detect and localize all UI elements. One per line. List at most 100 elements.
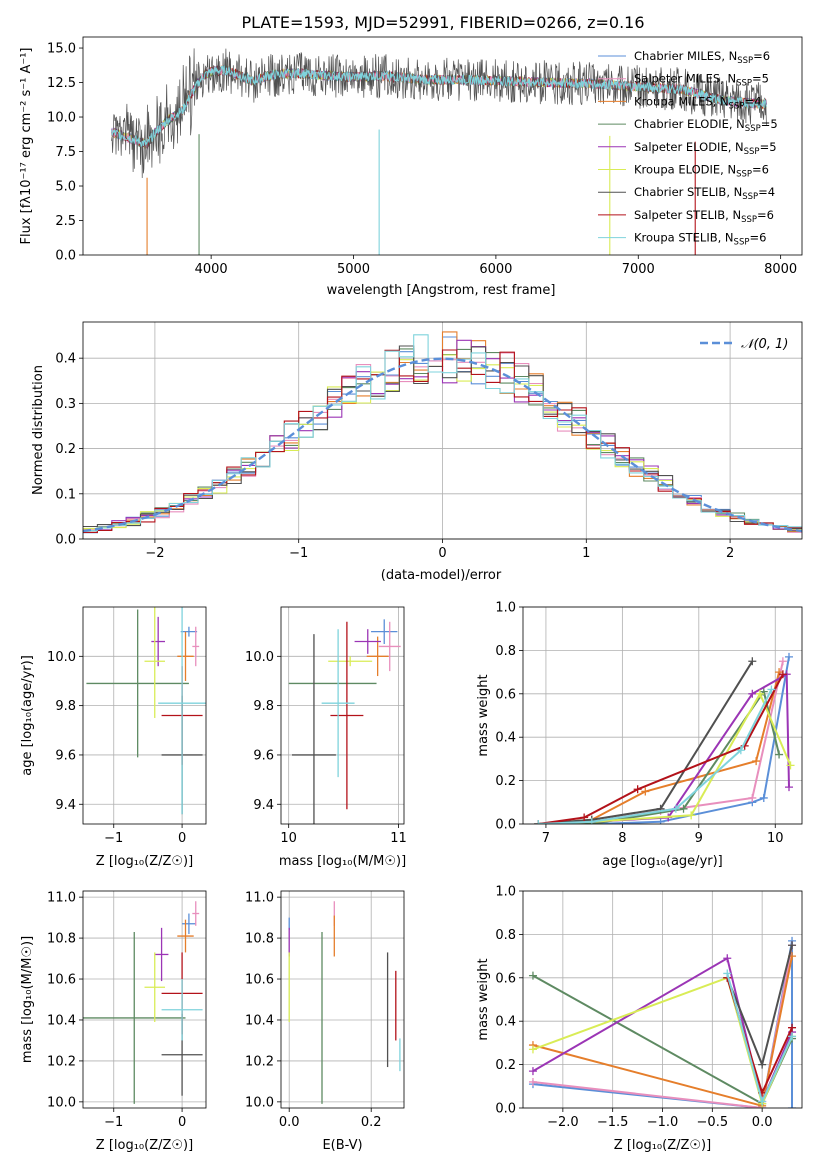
axes-frame	[280, 606, 405, 825]
legend-subscript: SSP	[729, 101, 745, 111]
plot-area-mass_vs_Z	[83, 901, 203, 1104]
legend-value: =5	[752, 72, 769, 86]
histogram-step	[83, 334, 802, 532]
weight-marker	[580, 813, 589, 822]
plot-area-age_vs_mass	[288, 619, 401, 824]
legend-value: =6	[749, 231, 766, 245]
y-tick-label: 10.0	[245, 650, 274, 665]
weight-line	[538, 656, 790, 824]
y-tick-label: 0.3	[55, 397, 76, 412]
axes-frame	[522, 890, 803, 1109]
x-tick-label: 9	[695, 831, 703, 846]
plot-area-mass_weight_vs_age	[534, 652, 795, 824]
y-tick-label: 0.0	[495, 818, 516, 833]
weight-marker	[752, 757, 761, 766]
y-tick-label: 9.6	[253, 748, 274, 763]
weight-marker	[788, 1104, 797, 1108]
y-tick-label: 10.4	[47, 1013, 76, 1028]
legend-value: =6	[752, 163, 769, 177]
y-tick-label: 0.2	[495, 774, 516, 789]
weight-marker	[767, 685, 776, 694]
x-tick-label: 0.0	[279, 1115, 300, 1130]
x-axis-label: wavelength [Angstrom, rest frame]	[327, 283, 556, 298]
plot-area-residual_histogram	[83, 331, 802, 534]
x-axis-label: Z [log₁₀(Z/Z☉)]	[96, 854, 193, 869]
x-axis-label: (data-model)/error	[381, 568, 502, 583]
y-tick-label: 0.6	[495, 687, 516, 702]
y-tick-label: 11.0	[47, 891, 76, 906]
weight-line	[538, 673, 784, 824]
y-tick-label: 0.1	[55, 487, 76, 502]
y-tick-label: 11.0	[245, 891, 274, 906]
x-tick-label: 5000	[337, 262, 370, 277]
y-tick-label: 7.5	[55, 145, 76, 160]
legend-subscript: SSP	[745, 124, 761, 134]
weight-marker	[788, 1023, 797, 1032]
plot-area-mass_weight_vs_Z	[528, 936, 797, 1108]
legend-label: Kroupa ELODIE, NSSP=6	[634, 163, 769, 180]
y-tick-label: 0.4	[55, 352, 76, 367]
gaussian-curve	[83, 357, 802, 533]
y-tick-label: 10.6	[47, 973, 76, 988]
y-tick-label: 10.8	[47, 932, 76, 947]
axes-frame	[82, 606, 207, 825]
weight-marker	[641, 787, 650, 796]
weight-marker	[788, 941, 797, 950]
weight-marker	[528, 1077, 537, 1086]
weight-marker	[758, 1060, 767, 1069]
y-tick-label: 9.4	[253, 798, 274, 813]
axes-mass_weight_vs_age: 7 8 9 10 0.0 0.2 0.4 0.6 0.8 1.0 age [log₁₀(age/yr…	[476, 601, 803, 869]
y-tick-label: 0.8	[495, 644, 516, 659]
y-tick-label: 1.0	[495, 885, 516, 900]
legend-label: Kroupa STELIB, NSSP=6	[634, 231, 766, 248]
weight-marker	[778, 657, 787, 666]
spectrum-line	[111, 65, 767, 147]
legend-value: =6	[753, 49, 770, 63]
x-axis-label: mass [log₁₀(M/M☉)]	[279, 854, 406, 869]
y-tick-label: 15.0	[47, 42, 76, 57]
x-tick-label: 6000	[479, 262, 512, 277]
y-tick-label: 9.8	[55, 699, 76, 714]
legend-subscript: SSP	[734, 238, 750, 248]
x-tick-label: −1	[104, 831, 123, 846]
y-tick-label: 2.5	[55, 214, 76, 229]
axes-mass_weight_vs_Z: −2.0 −1.5 −1.0 −0.5 0.0 0.0 0.2 0.4 0.6 0.8 1.0 Z […	[476, 885, 803, 1153]
plot-area-spectrum	[111, 48, 767, 255]
weight-marker	[723, 969, 732, 978]
y-tick-label: 10.0	[47, 1095, 76, 1110]
axes-age_vs_mass: 10 11 9.4 9.6 9.8 10.0 mass [log₁₀(M/M☉)]	[245, 606, 407, 869]
weight-line	[538, 689, 773, 824]
weight-marker	[736, 746, 745, 755]
x-tick-label: 0	[178, 831, 186, 846]
axes-frame	[82, 36, 803, 256]
weight-marker	[587, 817, 596, 824]
y-tick-label: 5.0	[55, 180, 76, 195]
x-tick-label: 0	[178, 1115, 186, 1130]
x-tick-label: 0.0	[752, 1115, 773, 1130]
legend-label-gaussian: 𝒩(0, 1)	[741, 337, 788, 352]
x-tick-label: −2	[145, 546, 164, 561]
y-axis-label: Flux [fλ10⁻¹⁷ erg cm⁻² s⁻¹ A⁻¹]	[19, 48, 34, 245]
weight-marker	[748, 793, 757, 802]
legend-value: =5	[761, 117, 778, 131]
x-tick-label: 10	[280, 831, 297, 846]
weight-marker	[748, 689, 757, 698]
y-tick-label: 9.4	[55, 798, 76, 813]
weight-marker	[785, 652, 794, 661]
axes-mass_vs_ebv: 0.0 0.2 10.0 10.2 10.4 10.6 10.8 11.0 E(B-V)	[245, 890, 405, 1153]
legend-subscript: SSP	[742, 192, 758, 202]
weight-marker	[786, 761, 795, 770]
y-axis-label: mass weight	[476, 674, 491, 756]
y-tick-label: 12.5	[47, 76, 76, 91]
weight-line	[538, 660, 754, 824]
legend-label: Kroupa MILES, NSSP=4	[634, 94, 761, 111]
x-tick-label: 4000	[195, 262, 228, 277]
axes-mass_vs_Z: −1 0 10.0 10.2 10.4 10.6 10.8 11.0 Z [log₁₀(Z/Z☉…	[20, 890, 207, 1153]
legend-label: Salpeter STELIB, NSSP=6	[634, 208, 774, 225]
x-tick-label: −2.0	[547, 1115, 579, 1130]
legend-value: =6	[757, 208, 774, 222]
x-axis-label: Z [log₁₀(Z/Z☉)]	[96, 1138, 193, 1153]
y-tick-label: 0.2	[495, 1058, 516, 1073]
y-tick-label: 10.2	[47, 1054, 76, 1069]
